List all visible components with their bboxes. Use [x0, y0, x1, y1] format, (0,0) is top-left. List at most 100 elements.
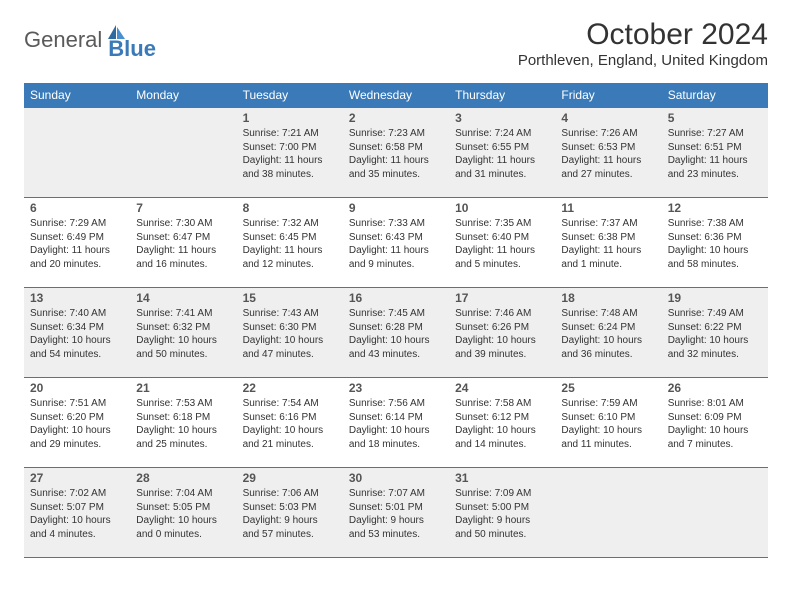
daylight-text: Daylight: 10 hours and 47 minutes. [243, 334, 337, 361]
sunrise-text: Sunrise: 7:04 AM [136, 487, 230, 501]
daylight-text: Daylight: 10 hours and 50 minutes. [136, 334, 230, 361]
sunrise-text: Sunrise: 7:43 AM [243, 307, 337, 321]
sunset-text: Sunset: 6:36 PM [668, 231, 762, 245]
day-number: 6 [30, 201, 124, 215]
sunset-text: Sunset: 6:22 PM [668, 321, 762, 335]
daylight-text: Daylight: 10 hours and 39 minutes. [455, 334, 549, 361]
day-number: 25 [561, 381, 655, 395]
day-number: 18 [561, 291, 655, 305]
sunset-text: Sunset: 6:47 PM [136, 231, 230, 245]
empty-day-cell [662, 468, 768, 558]
day-cell: 10 Sunrise: 7:35 AMSunset: 6:40 PMDayligh… [449, 198, 555, 288]
weekday-header: Saturday [662, 83, 768, 108]
day-info: Sunrise: 7:07 AMSunset: 5:01 PMDaylight:… [349, 487, 443, 541]
sunrise-text: Sunrise: 7:21 AM [243, 127, 337, 141]
day-info: Sunrise: 7:35 AMSunset: 6:40 PMDaylight:… [455, 217, 549, 271]
sunrise-text: Sunrise: 7:54 AM [243, 397, 337, 411]
month-title: October 2024 [518, 18, 768, 52]
empty-day-cell [555, 468, 661, 558]
day-info: Sunrise: 7:04 AMSunset: 5:05 PMDaylight:… [136, 487, 230, 541]
day-info: Sunrise: 7:48 AMSunset: 6:24 PMDaylight:… [561, 307, 655, 361]
day-number: 20 [30, 381, 124, 395]
day-number: 2 [349, 111, 443, 125]
weekday-header: Thursday [449, 83, 555, 108]
sunrise-text: Sunrise: 7:37 AM [561, 217, 655, 231]
day-number: 21 [136, 381, 230, 395]
daylight-text: Daylight: 10 hours and 18 minutes. [349, 424, 443, 451]
sunset-text: Sunset: 5:07 PM [30, 501, 124, 515]
day-cell: 20Sunrise: 7:51 AMSunset: 6:20 PMDayligh… [24, 378, 130, 468]
daylight-text: Daylight: 10 hours and 25 minutes. [136, 424, 230, 451]
sunset-text: Sunset: 6:34 PM [30, 321, 124, 335]
day-info: Sunrise: 7:45 AMSunset: 6:28 PMDaylight:… [349, 307, 443, 361]
day-cell: 30Sunrise: 7:07 AMSunset: 5:01 PMDayligh… [343, 468, 449, 558]
day-number: 16 [349, 291, 443, 305]
daylight-text: Daylight: 10 hours and 21 minutes. [243, 424, 337, 451]
sunrise-text: Sunrise: 7:53 AM [136, 397, 230, 411]
sunset-text: Sunset: 6:45 PM [243, 231, 337, 245]
weekday-header: Sunday [24, 83, 130, 108]
daylight-text: Daylight: 10 hours and 32 minutes. [668, 334, 762, 361]
day-cell: 27Sunrise: 7:02 AMSunset: 5:07 PMDayligh… [24, 468, 130, 558]
sunset-text: Sunset: 6:51 PM [668, 141, 762, 155]
day-number: 23 [349, 381, 443, 395]
day-cell: 17Sunrise: 7:46 AMSunset: 6:26 PMDayligh… [449, 288, 555, 378]
daylight-text: Daylight: 11 hours and 12 minutes. [243, 244, 337, 271]
sunset-text: Sunset: 6:30 PM [243, 321, 337, 335]
day-cell: 9Sunrise: 7:33 AMSunset: 6:43 PMDaylight… [343, 198, 449, 288]
daylight-text: Daylight: 10 hours and 29 minutes. [30, 424, 124, 451]
sunrise-text: Sunrise: 7:59 AM [561, 397, 655, 411]
weekday-header: Wednesday [343, 83, 449, 108]
day-number: 29 [243, 471, 337, 485]
sunrise-text: Sunrise: 7:56 AM [349, 397, 443, 411]
day-cell: 26Sunrise: 8:01 AMSunset: 6:09 PMDayligh… [662, 378, 768, 468]
sunrise-text: Sunrise: 7:32 AM [243, 217, 337, 231]
day-number: 31 [455, 471, 549, 485]
day-number: 19 [668, 291, 762, 305]
day-cell: 6Sunrise: 7:29 AMSunset: 6:49 PMDaylight… [24, 198, 130, 288]
sunset-text: Sunset: 6:24 PM [561, 321, 655, 335]
empty-day-cell [130, 108, 236, 198]
sunrise-text: Sunrise: 7:07 AM [349, 487, 443, 501]
sunset-text: Sunset: 5:03 PM [243, 501, 337, 515]
sunset-text: Sunset: 6:14 PM [349, 411, 443, 425]
weekday-header: Tuesday [237, 83, 343, 108]
logo-text-general: General [24, 27, 102, 53]
day-info: Sunrise: 7:56 AMSunset: 6:14 PMDaylight:… [349, 397, 443, 451]
day-cell: 12 Sunrise: 7:38 AMSunset: 6:36 PMDayligh… [662, 198, 768, 288]
weekday-header: Monday [130, 83, 236, 108]
calendar-week-row: 27Sunrise: 7:02 AMSunset: 5:07 PMDayligh… [24, 468, 768, 558]
day-number: 4 [561, 111, 655, 125]
day-number: 10 [455, 201, 549, 215]
day-cell: 15Sunrise: 7:43 AMSunset: 6:30 PMDayligh… [237, 288, 343, 378]
day-number: 12 [668, 201, 762, 215]
sunset-text: Sunset: 6:28 PM [349, 321, 443, 335]
logo-text-blue: Blue [108, 36, 156, 62]
day-number: 9 [349, 201, 443, 215]
sunset-text: Sunset: 6:18 PM [136, 411, 230, 425]
day-info: Sunrise: 7:49 AMSunset: 6:22 PMDaylight:… [668, 307, 762, 361]
sunrise-text: Sunrise: 7:58 AM [455, 397, 549, 411]
sunset-text: Sunset: 6:16 PM [243, 411, 337, 425]
sunrise-text: Sunrise: 7:02 AM [30, 487, 124, 501]
day-info: Sunrise: 7:32 AMSunset: 6:45 PMDaylight:… [243, 217, 337, 271]
sunset-text: Sunset: 6:26 PM [455, 321, 549, 335]
daylight-text: Daylight: 10 hours and 43 minutes. [349, 334, 443, 361]
day-cell: 23 Sunrise: 7:56 AMSunset: 6:14 PMDayligh… [343, 378, 449, 468]
day-cell: 31Sunrise: 7:09 AMSunset: 5:00 PMDayligh… [449, 468, 555, 558]
day-info: Sunrise: 7:46 AMSunset: 6:26 PMDaylight:… [455, 307, 549, 361]
day-info: Sunrise: 7:23 AMSunset: 6:58 PMDaylight:… [349, 127, 443, 181]
sunrise-text: Sunrise: 7:45 AM [349, 307, 443, 321]
weekday-header-row: SundayMondayTuesdayWednesdayThursdayFrid… [24, 83, 768, 108]
sunrise-text: Sunrise: 7:23 AM [349, 127, 443, 141]
day-number: 11 [561, 201, 655, 215]
day-number: 13 [30, 291, 124, 305]
sunset-text: Sunset: 6:55 PM [455, 141, 549, 155]
calendar-body: 1Sunrise: 7:21 AMSunset: 7:00 PMDaylight… [24, 108, 768, 558]
day-info: Sunrise: 7:38 AMSunset: 6:36 PMDaylight:… [668, 217, 762, 271]
sunrise-text: Sunrise: 7:09 AM [455, 487, 549, 501]
daylight-text: Daylight: 11 hours and 16 minutes. [136, 244, 230, 271]
day-cell: 29Sunrise: 7:06 AMSunset: 5:03 PMDayligh… [237, 468, 343, 558]
calendar-table: SundayMondayTuesdayWednesdayThursdayFrid… [24, 83, 768, 558]
day-cell: 18 Sunrise: 7:48 AMSunset: 6:24 PMDayligh… [555, 288, 661, 378]
